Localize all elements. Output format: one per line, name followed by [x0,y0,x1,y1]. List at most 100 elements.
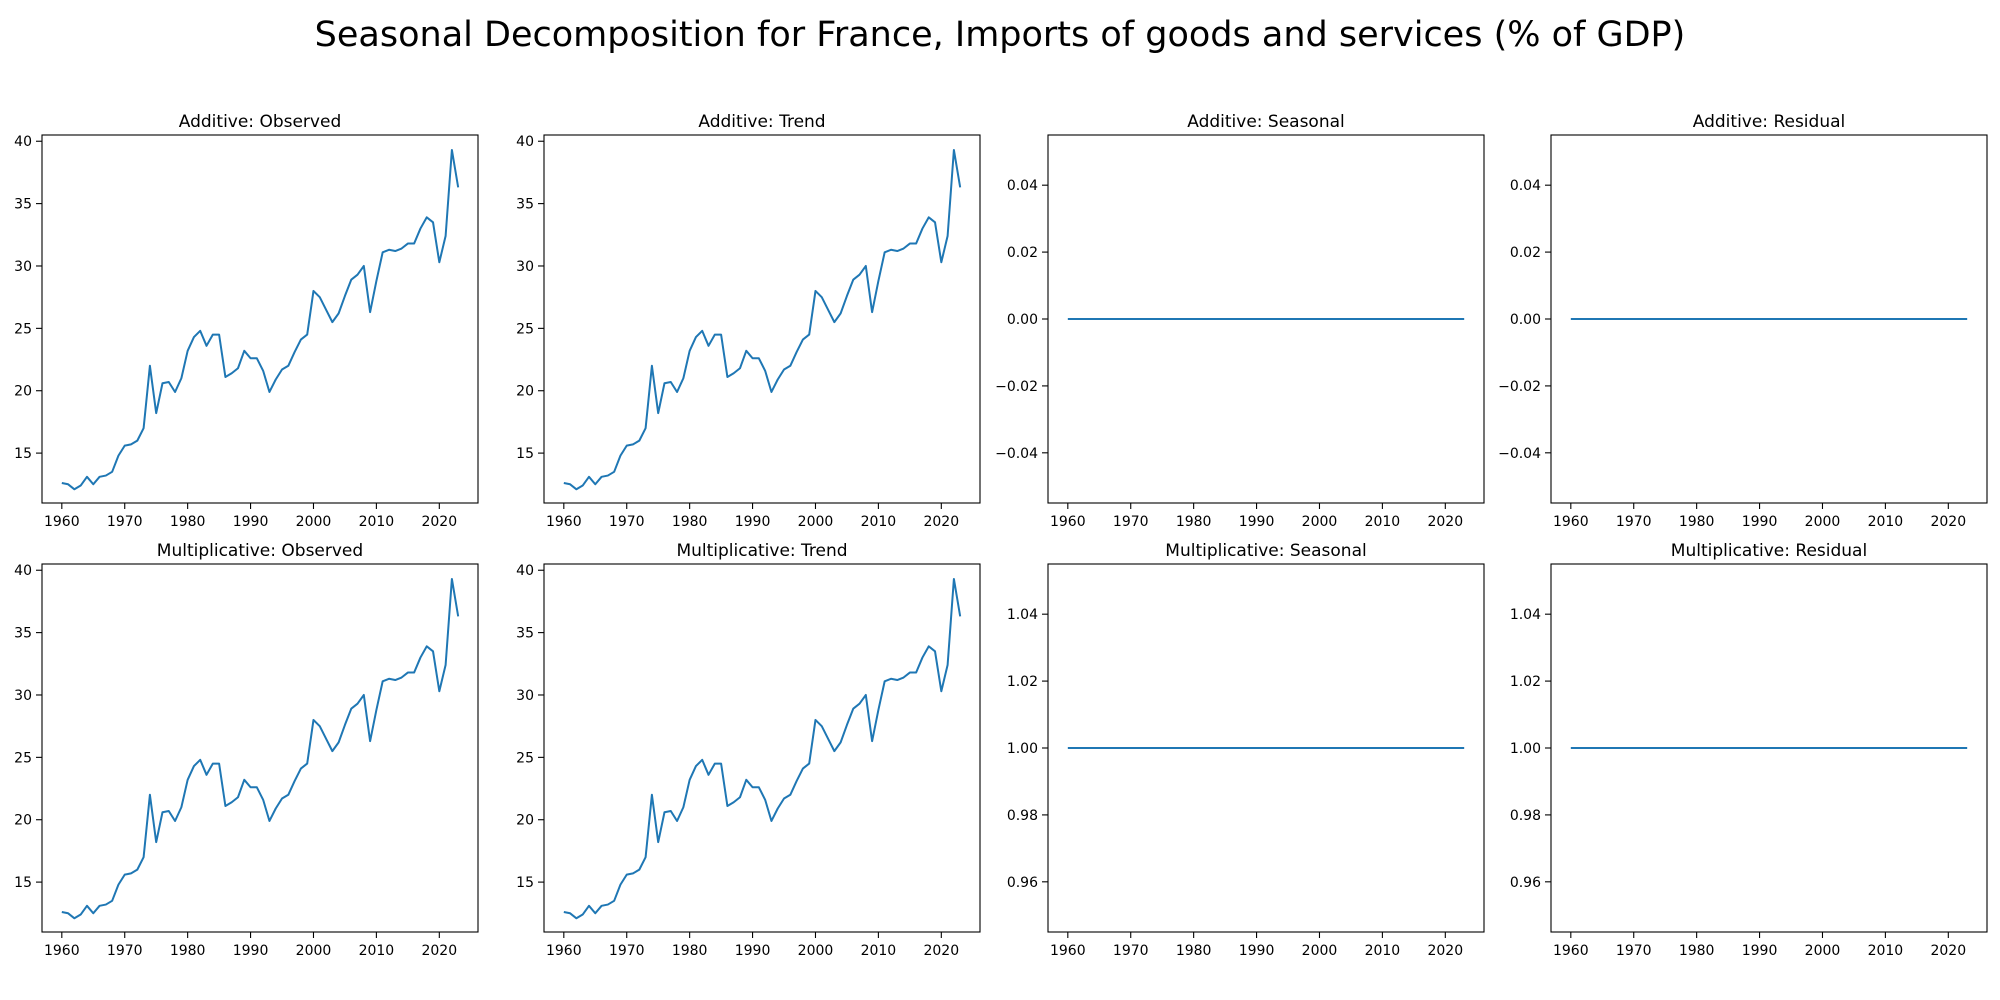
x-tick-label: 2000 [296,514,332,530]
y-tick-label: 30 [14,688,32,704]
figure-title: Seasonal Decomposition for France, Impor… [314,15,1686,55]
x-tick-label: 1990 [1742,514,1778,530]
x-tick-label: 1960 [44,514,80,530]
subplot-title: Additive: Seasonal [1187,112,1345,132]
x-tick-label: 2020 [1930,514,1966,530]
x-tick-label: 1960 [44,943,80,959]
subplot-multiplicative-trend: Multiplicative: Trend 15 20 25 30 35 40 1960 197… [516,541,981,959]
x-tick-label: 2010 [861,514,897,530]
x-tick-label: 2010 [1365,514,1401,530]
subplot-additive-residual: Additive: Residual −0.04 −0.02 0.00 0.02 0.04… [1498,112,1988,530]
subplot-title: Additive: Trend [698,112,825,132]
x-tick-label: 1960 [1553,514,1589,530]
x-tick-label: 1960 [1553,943,1589,959]
y-tick-label: 0.98 [1510,808,1541,824]
x-tick-label: 1970 [1113,514,1149,530]
series-line [563,148,962,491]
y-tick-label: 15 [516,446,534,462]
y-tick-label: −0.02 [995,379,1038,395]
x-tick-label: 1980 [672,514,708,530]
subplot-additive-observed: Additive: Observed 15 20 25 30 35 40 1960 1970 19… [14,112,479,530]
x-tick-label: 2010 [1868,943,1904,959]
y-tick-label: 25 [14,321,32,337]
y-tick-label: 15 [14,875,32,891]
x-tick-label: 2020 [923,943,959,959]
y-tick-label: 0.96 [1007,875,1038,891]
x-tick-label: 1990 [735,514,771,530]
x-tick-label: 1970 [1616,943,1652,959]
y-tick-label: 0.02 [1007,245,1038,261]
y-tick-label: −0.04 [995,446,1038,462]
x-tick-label: 1990 [1239,943,1275,959]
y-tick-label: 20 [516,813,534,829]
y-tick-label: 0.00 [1007,312,1038,328]
x-tick-label: 2020 [421,514,457,530]
y-tick-label: 40 [14,134,32,150]
y-tick-label: 40 [14,563,32,579]
subplot-additive-trend: Additive: Trend 15 20 25 30 35 40 1960 1970 1980 1… [516,112,981,530]
x-tick-label: 2010 [1868,514,1904,530]
subplot-multiplicative-observed: Multiplicative: Observed 15 20 25 30 35 40 1960… [14,541,479,959]
x-tick-label: 1970 [1616,514,1652,530]
x-tick-label: 2010 [861,943,897,959]
y-tick-label: 1.00 [1007,741,1038,757]
x-tick-label: 1980 [1176,514,1212,530]
y-tick-label: 25 [516,321,534,337]
x-tick-label: 1970 [609,943,645,959]
x-tick-label: 1960 [546,943,582,959]
series-line [61,577,460,920]
y-tick-label: 35 [516,626,534,642]
x-tick-label: 2010 [1365,943,1401,959]
x-tick-label: 1970 [107,514,143,530]
x-tick-label: 2000 [1805,514,1841,530]
y-tick-label: 30 [516,259,534,275]
y-tick-label: 0.04 [1007,178,1038,194]
x-tick-label: 1990 [1742,943,1778,959]
y-tick-label: 1.02 [1007,674,1038,690]
x-tick-label: 1980 [672,943,708,959]
subplot-title: Additive: Residual [1693,112,1845,132]
y-tick-label: 20 [516,384,534,400]
y-tick-label: 0.98 [1007,808,1038,824]
x-tick-label: 1970 [1113,943,1149,959]
x-tick-label: 1960 [546,514,582,530]
axes-frame [543,134,981,504]
x-tick-label: 2020 [1427,514,1463,530]
x-tick-label: 1970 [107,943,143,959]
subplot-title: Multiplicative: Residual [1671,541,1867,561]
x-tick-label: 2010 [359,943,395,959]
x-tick-label: 1980 [1176,943,1212,959]
y-tick-label: 35 [516,197,534,213]
x-tick-label: 2000 [296,943,332,959]
y-tick-label: 15 [14,446,32,462]
x-tick-label: 2000 [798,943,834,959]
subplot-title: Multiplicative: Observed [157,541,363,561]
y-tick-label: 40 [516,563,534,579]
y-tick-label: 0.04 [1510,178,1541,194]
y-tick-label: 35 [14,197,32,213]
subplot-title: Additive: Observed [179,112,341,132]
x-tick-label: 2020 [421,943,457,959]
y-tick-label: 35 [14,626,32,642]
axes-frame [543,563,981,933]
y-tick-label: −0.04 [1498,446,1541,462]
axes-frame [41,563,479,933]
x-tick-label: 1990 [735,943,771,959]
x-tick-label: 1990 [233,514,269,530]
y-tick-label: 0.02 [1510,245,1541,261]
x-tick-label: 2000 [1302,514,1338,530]
x-tick-label: 1990 [233,943,269,959]
y-tick-label: 25 [516,750,534,766]
x-tick-label: 2000 [1805,943,1841,959]
y-tick-label: 30 [14,259,32,275]
series-line [61,148,460,491]
y-tick-label: 1.04 [1510,607,1541,623]
y-tick-label: 20 [14,813,32,829]
x-tick-label: 2000 [1302,943,1338,959]
x-tick-label: 1980 [170,943,206,959]
x-tick-label: 1970 [609,514,645,530]
y-tick-label: 1.02 [1510,674,1541,690]
y-tick-label: 30 [516,688,534,704]
subplot-title: Multiplicative: Seasonal [1165,541,1366,561]
